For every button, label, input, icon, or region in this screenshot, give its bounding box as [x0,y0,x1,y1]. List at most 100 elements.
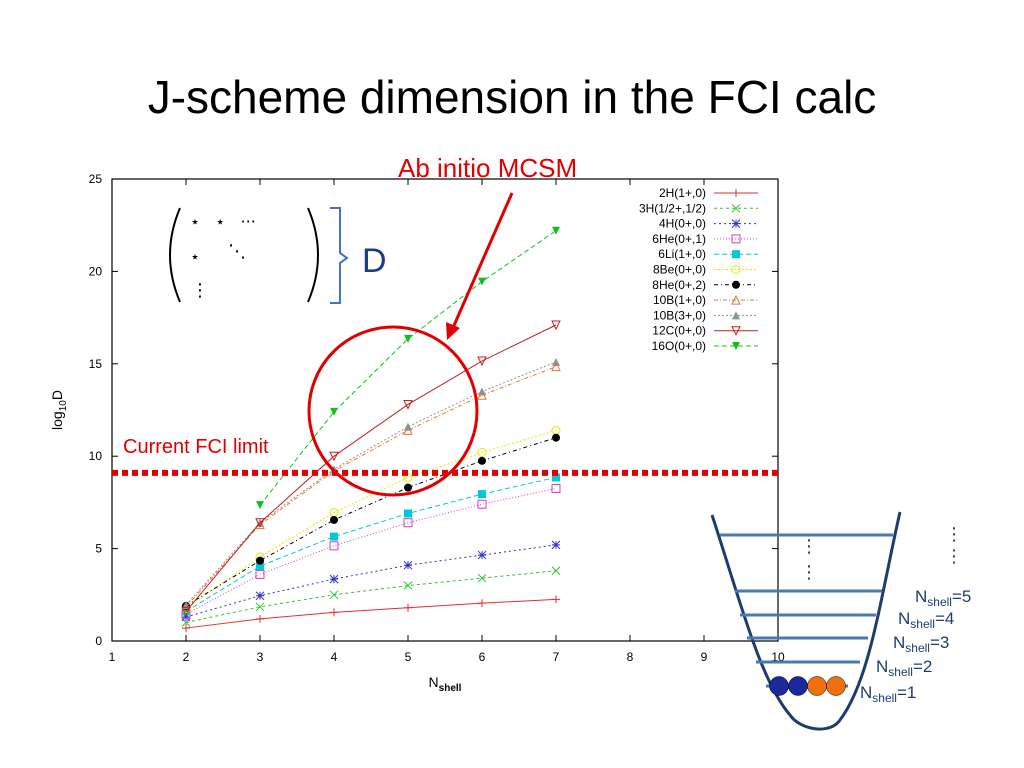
data-point [404,509,412,518]
nucleon-ball [807,676,827,696]
data-point [477,448,487,458]
data-point [256,501,264,510]
data-point [404,483,412,492]
data-point [403,518,413,528]
shell-level-label: Nshell=5 [915,587,971,609]
data-point [731,326,741,336]
x-tick-label: 3 [257,650,264,664]
data-point [330,608,338,617]
y-tick-label: 20 [89,264,103,278]
legend-label: 10B(1+,0) [653,293,706,307]
data-point [477,356,487,367]
series-line [185,437,557,607]
data-point [552,433,560,442]
data-point [552,473,560,482]
legend-label: 6Li(1+,0) [658,247,706,261]
nucleon-ball [769,676,789,696]
matrix-right-paren [307,207,319,303]
legend-label: 8He(0+,2) [652,278,706,292]
data-point [731,203,741,213]
data-point [552,595,560,604]
series-line [185,598,557,629]
plot-frame [111,178,779,642]
data-point [404,334,412,343]
shell-level-label: Nshell=3 [893,633,949,655]
well-dots-center-2: ⋮ [800,562,818,583]
matrix-row2: ⋆ [190,247,200,266]
legend-label: 10B(3+,0) [653,308,706,322]
data-point [731,294,741,305]
data-point [477,499,487,509]
y-tick-label: 10 [89,449,103,463]
legend-label: 8Be(0+,0) [653,263,706,277]
y-axis-label: log10D [49,390,69,430]
data-point [182,624,190,633]
oscillator-well: ⋮ ⋮ ⋮ ⋮ Nshell=1 Nshell=2Nshell=3Nshell=4… [710,511,971,731]
data-point [732,250,740,259]
matrix-diagonal-dots: ⋱ [228,241,246,262]
data-point [551,320,561,331]
data-point [255,602,265,612]
nucleon-balls [769,676,846,696]
mcsm-highlight-circle [307,325,479,497]
data-point [403,581,413,590]
data-point [330,407,338,416]
dimension-label: D [362,242,387,280]
x-tick-label: 2 [183,650,190,664]
data-point [255,569,265,579]
data-point [255,591,265,601]
y-tick-label: 25 [89,172,103,186]
data-point [732,342,740,350]
matrix-row1: ⋆ ⋆ ··· [190,212,256,231]
series-6He(0+,1) [181,484,561,619]
x-tick-label: 9 [701,650,708,664]
series-16O(0+,0) [256,226,560,510]
data-point [477,550,487,560]
series-3H(1/2+,1/2) [181,566,561,627]
x-tick-label: 6 [479,650,486,664]
series-line [185,488,557,615]
legend-label: 3H(1/2+,1/2) [639,201,706,215]
data-point [329,451,339,462]
mcsm-label: Ab initio MCSM [398,153,577,183]
data-point [181,612,191,622]
legend-label: 12C(0+,0) [652,324,706,338]
data-point [330,532,338,541]
data-point [551,566,561,576]
data-point [731,265,741,274]
data-point [256,614,264,623]
data-point [478,490,486,499]
series-line [185,570,557,624]
slide-title: J-scheme dimension in the FCI calc [147,71,877,123]
shell-level-label: Nshell=1 [860,683,916,705]
data-point [551,484,561,494]
well-curve [710,511,902,731]
well-dots-right: ⋮ [945,524,963,545]
dimension-brace [330,207,349,304]
series-4H(0+,0) [181,540,561,622]
y-tick-label: 0 [95,634,102,648]
data-point [731,219,741,228]
mcsm-arrow-line [450,192,514,331]
series-line [185,476,557,612]
data-point [403,399,413,410]
data-point [478,387,486,396]
series-line [185,366,557,608]
data-point [255,518,265,528]
well-dots-center: ⋮ [800,536,818,557]
data-point [256,556,264,565]
data-point [478,277,486,286]
x-tick-label: 7 [553,650,560,664]
series-line [185,429,557,610]
data-point [732,189,740,197]
legend: 2H(1+,0)3H(1/2+,1/2) 4H(0+,0)6He(0+,1)6Li… [639,186,758,353]
series-line [185,324,557,612]
series-10B(1+,0) [181,361,561,612]
x-tick-label: 4 [331,650,338,664]
data-point [181,606,191,617]
y-tick-label: 5 [95,542,102,556]
data-point [329,574,339,584]
data-point [551,361,561,372]
data-point [477,573,487,583]
data-point [552,226,560,235]
